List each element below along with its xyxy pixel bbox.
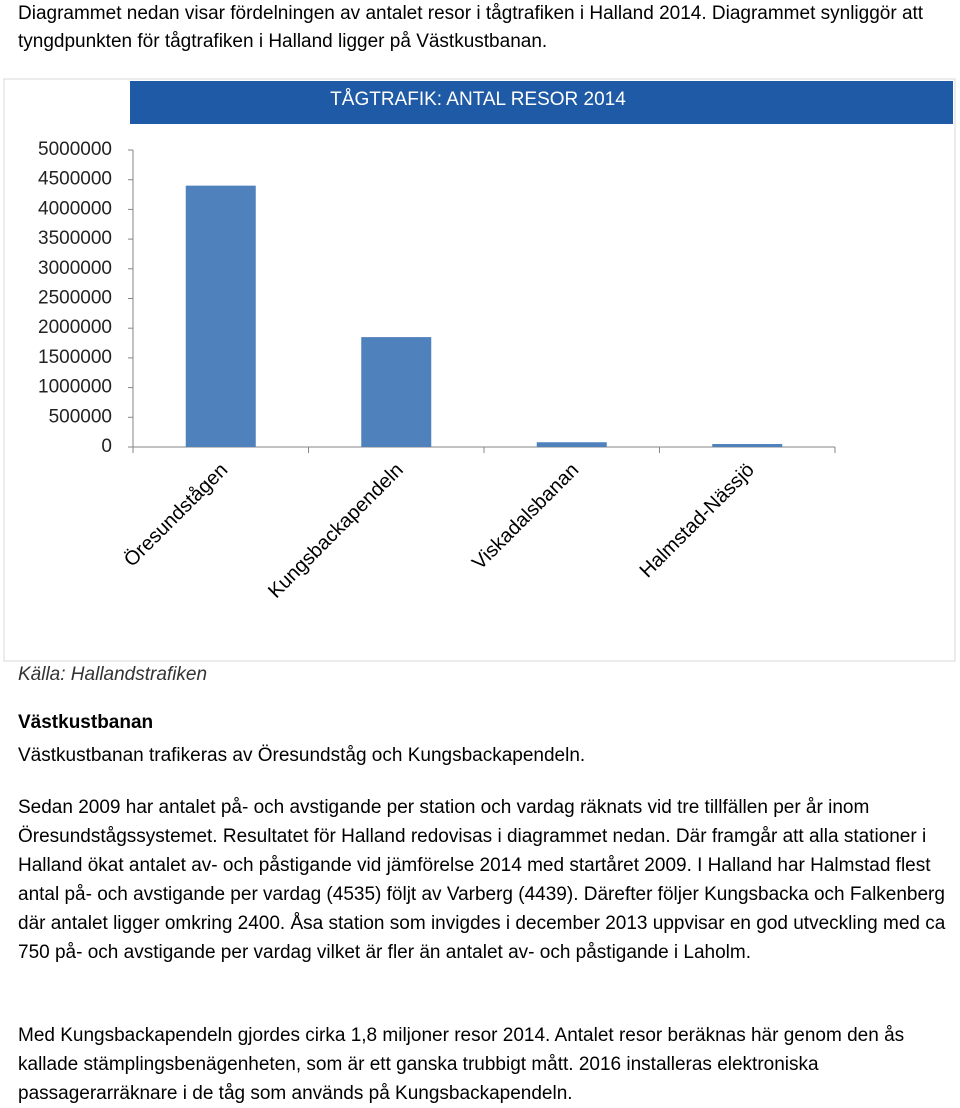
paragraph: Västkustbanan trafikeras av Öresundståg … bbox=[18, 745, 586, 766]
source: Källa: Hallandstrafiken bbox=[18, 664, 208, 685]
chart: TÅGTRAFIK: ANTAL RESOR 2014 0 500000 10000… bbox=[3, 78, 956, 662]
bar bbox=[361, 337, 432, 447]
title-band bbox=[130, 81, 953, 124]
bar bbox=[185, 185, 256, 447]
y-tick-label: 5000000 bbox=[38, 139, 112, 160]
y-tick-label: 2500000 bbox=[38, 288, 112, 309]
paragraph: Sedan 2009 har antalet på- och avstigand… bbox=[18, 797, 946, 963]
chart-title: TÅGTRAFIK: ANTAL RESOR 2014 bbox=[330, 89, 626, 110]
paragraph: Med Kungsbackapendeln gjordes cirka 1,8 … bbox=[18, 1025, 905, 1104]
bar bbox=[536, 442, 607, 447]
y-tick-label: 1500000 bbox=[38, 347, 112, 368]
chart-frame bbox=[3, 78, 956, 662]
y-tick-label: 3500000 bbox=[38, 228, 112, 249]
y-tick-label: 500000 bbox=[49, 406, 112, 427]
y-tick-label: 2000000 bbox=[38, 317, 112, 338]
intro: Diagrammet nedan visar fördelningen av a… bbox=[18, 3, 924, 52]
section-heading: Västkustbanan bbox=[18, 712, 154, 733]
y-tick-label: 3000000 bbox=[38, 258, 112, 279]
y-tick-label: 4000000 bbox=[38, 198, 112, 219]
y-tick-label: 0 bbox=[101, 436, 112, 457]
y-tick-label: 4500000 bbox=[38, 169, 112, 190]
y-tick-label: 1000000 bbox=[38, 377, 112, 398]
bar bbox=[712, 444, 783, 447]
